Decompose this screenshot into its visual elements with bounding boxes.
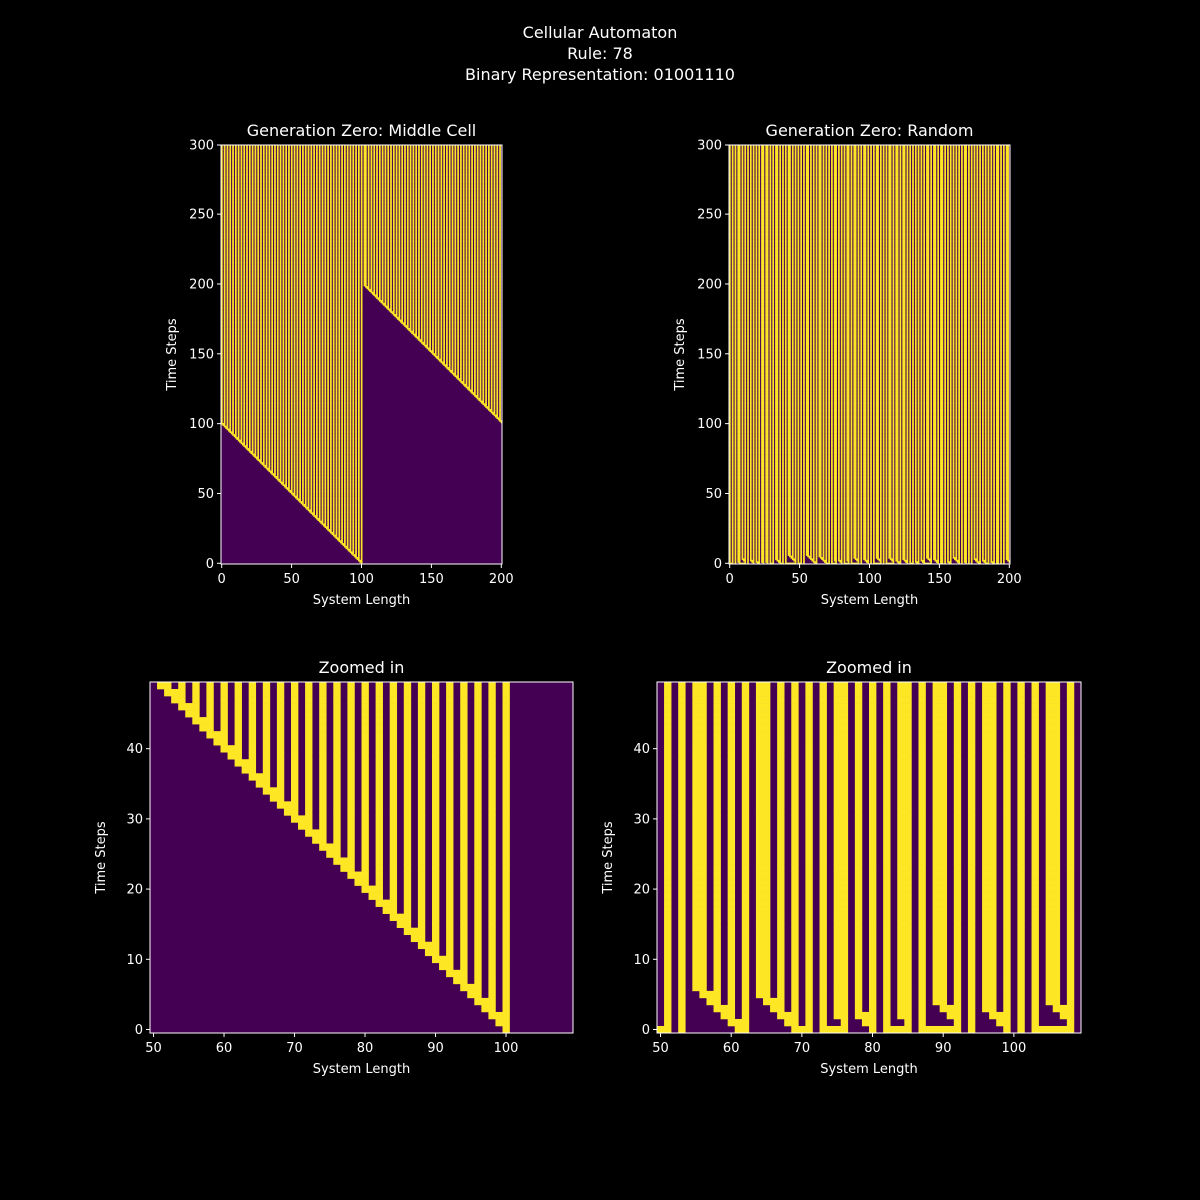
figure-title-line-3: Binary Representation: 01001110 [465, 65, 735, 84]
figure-title-line-1: Cellular Automaton [523, 23, 678, 42]
heatmap-middle [221, 145, 502, 564]
figure-title-line-2: Rule: 78 [567, 44, 633, 63]
